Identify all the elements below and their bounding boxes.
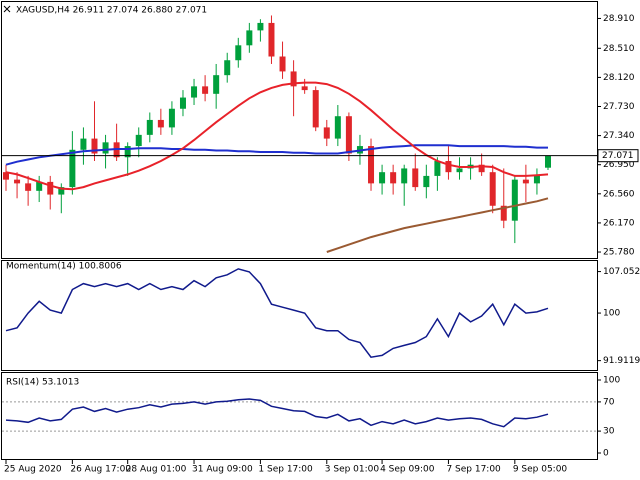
candle-body bbox=[157, 119, 164, 128]
candle-body bbox=[301, 86, 308, 91]
candle-body bbox=[312, 90, 319, 128]
candle-body bbox=[235, 45, 242, 61]
last-price-box bbox=[597, 149, 639, 163]
x-tick-label: 9 Sep 05:00 bbox=[513, 465, 568, 475]
y-tick-label: 100 bbox=[603, 376, 620, 386]
candle-body bbox=[489, 172, 496, 206]
candle-body bbox=[36, 181, 43, 191]
candle-body bbox=[3, 172, 9, 180]
candle-body bbox=[434, 160, 441, 176]
candle-body bbox=[69, 149, 76, 188]
x-tick-label: 1 Sep 17:00 bbox=[258, 465, 313, 475]
candle-body bbox=[290, 71, 297, 87]
candle-body bbox=[14, 179, 21, 184]
candle-body bbox=[368, 146, 375, 184]
rsi-title: RSI(14) 53.1013 bbox=[6, 378, 79, 388]
candle-body bbox=[191, 86, 198, 98]
candle-body bbox=[146, 119, 153, 135]
candle-body bbox=[334, 116, 341, 139]
x-tick-label: 31 Aug 09:00 bbox=[192, 465, 253, 475]
candle-body bbox=[533, 175, 540, 184]
y-tick-label: 26.560 bbox=[603, 189, 635, 199]
momentum-line bbox=[5, 268, 549, 359]
candle-body bbox=[91, 138, 98, 154]
candle-body bbox=[456, 168, 463, 173]
candle-body bbox=[102, 142, 109, 154]
x-tick-label: 25 Aug 2020 bbox=[4, 465, 62, 475]
y-tick-label: 28.510 bbox=[603, 44, 635, 54]
momentum-title: Momentum(14) 100.8006 bbox=[6, 262, 122, 272]
rsi-line bbox=[5, 398, 549, 428]
y-tick-label: 26.170 bbox=[603, 218, 635, 228]
candle-body bbox=[246, 30, 253, 46]
candle-body bbox=[522, 179, 529, 184]
x-tick-label: 4 Sep 09:00 bbox=[380, 465, 435, 475]
y-tick-label: 27.340 bbox=[603, 131, 635, 141]
candle-body bbox=[135, 134, 142, 147]
y-tick-label: 70 bbox=[603, 397, 615, 407]
candle-body bbox=[202, 86, 209, 94]
candle-body bbox=[478, 164, 485, 173]
candle-body bbox=[545, 155, 551, 168]
candle-body bbox=[390, 172, 397, 184]
candle-body bbox=[268, 22, 275, 57]
y-tick-label: 25.780 bbox=[603, 248, 635, 258]
moving-average bbox=[326, 197, 549, 253]
x-tick-label: 7 Sep 17:00 bbox=[446, 465, 501, 475]
candle-body bbox=[345, 116, 352, 154]
main-panel-frame bbox=[1, 1, 598, 259]
candle-body bbox=[279, 56, 286, 72]
moving-average bbox=[5, 81, 549, 191]
candle-body bbox=[224, 60, 231, 76]
candle-body bbox=[500, 205, 507, 221]
candle-body bbox=[423, 175, 430, 188]
y-tick-label: 27.730 bbox=[603, 102, 635, 112]
candle-body bbox=[412, 168, 419, 188]
y-tick-label: 0 bbox=[603, 449, 609, 459]
x-tick-label: 26 Aug 17:00 bbox=[70, 465, 131, 475]
plot-layer: 28.910 28.510 28.120 27.730 27.340 26.950 26.5… bbox=[2, 14, 640, 475]
candle-body bbox=[124, 146, 131, 158]
last-price-label: 27.071 bbox=[602, 151, 634, 161]
candle-body bbox=[257, 22, 264, 31]
candle-body bbox=[25, 183, 32, 191]
candle-body bbox=[80, 138, 87, 150]
candle-body bbox=[401, 168, 408, 184]
y-tick-label: 107.0522 bbox=[603, 267, 640, 277]
candle-body bbox=[213, 75, 220, 94]
candle-body bbox=[379, 172, 386, 184]
candle-body bbox=[47, 181, 54, 195]
x-tick-label: 28 Aug 01:00 bbox=[126, 465, 187, 475]
candle-body bbox=[58, 187, 65, 195]
moving-average bbox=[5, 144, 548, 166]
candle-body bbox=[179, 97, 186, 109]
x-tick-label: 3 Sep 01:00 bbox=[325, 465, 380, 475]
y-tick-label: 91.9119 bbox=[603, 356, 640, 366]
momentum-panel-frame bbox=[1, 260, 598, 371]
rsi-panel-frame bbox=[1, 372, 598, 460]
y-tick-label: 28.120 bbox=[603, 73, 635, 83]
y-tick-label: 100 bbox=[603, 309, 620, 319]
chart-title: XAGUSD,H4 26.911 27.074 26.880 27.071 bbox=[16, 6, 207, 16]
candle-body bbox=[168, 108, 175, 128]
y-tick-label: 26.950 bbox=[603, 160, 635, 170]
y-tick-label: 28.910 bbox=[603, 14, 635, 24]
y-tick-label: 30 bbox=[603, 427, 615, 437]
candle-body bbox=[323, 127, 330, 139]
close-icon bbox=[3, 5, 11, 13]
candle-body bbox=[445, 160, 452, 173]
candle-body bbox=[511, 179, 518, 221]
